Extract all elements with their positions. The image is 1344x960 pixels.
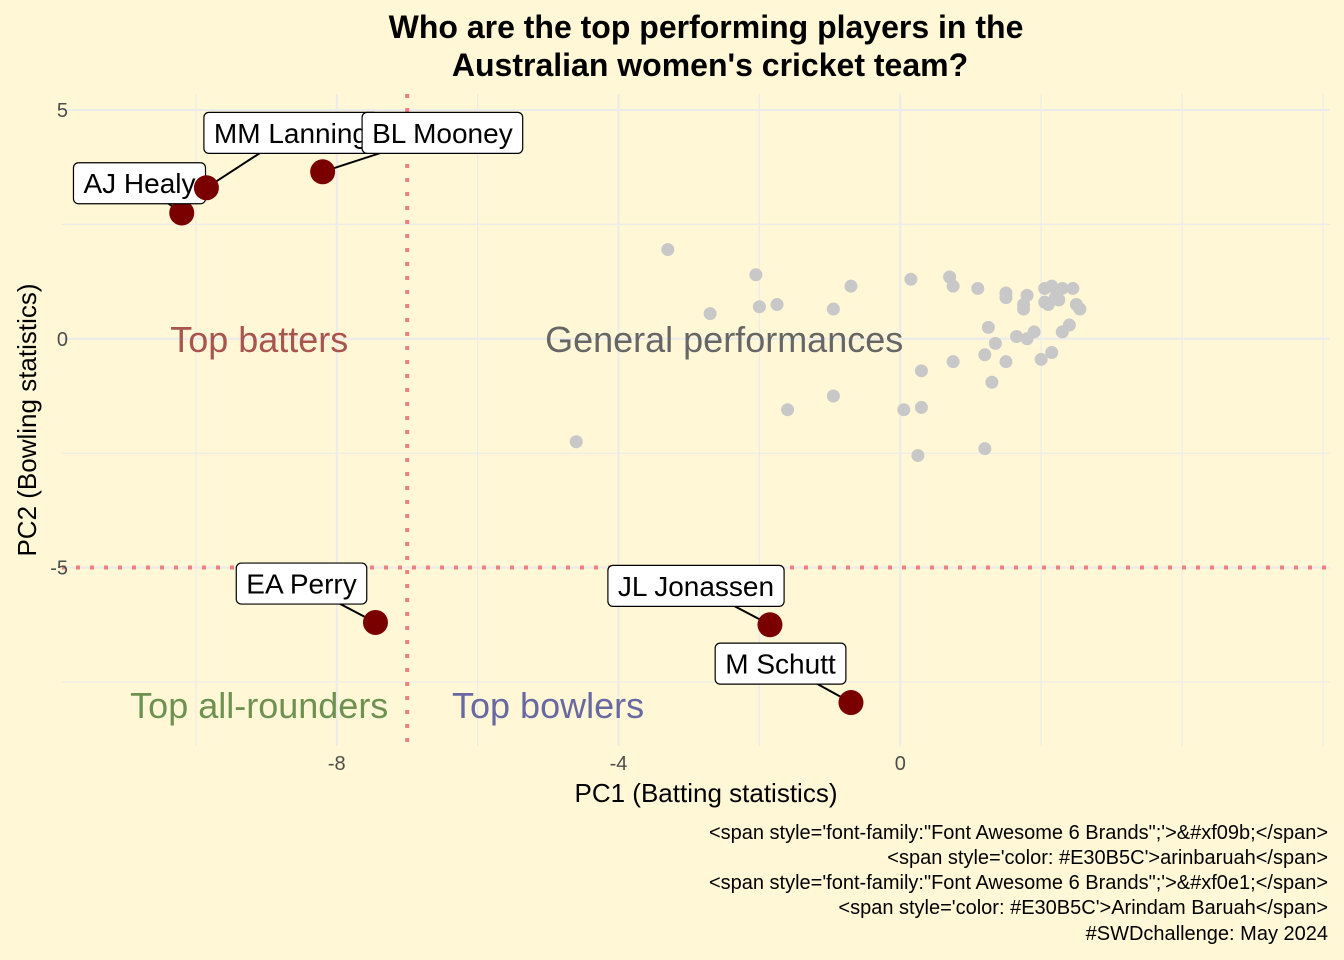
- reference-lines: [62, 94, 1330, 746]
- data-point: [770, 297, 784, 311]
- highlighted-point: [757, 612, 783, 638]
- player-label: M Schutt: [725, 649, 836, 680]
- data-point: [1020, 288, 1034, 302]
- player-label: AJ Healy: [83, 168, 195, 199]
- player-annotation: BL Mooney: [310, 111, 524, 185]
- data-point: [569, 435, 583, 449]
- x-axis-title: PC1 (Batting statistics): [575, 778, 838, 808]
- caption-line-4: <span style='color: #E30B5C'>Arindam Bar…: [838, 897, 1328, 919]
- player-label-box: [714, 642, 847, 685]
- quadrant-labels: Top batters General performances Top all-r…: [130, 319, 903, 726]
- data-point: [981, 320, 995, 334]
- highlighted-point: [838, 690, 864, 716]
- data-point: [985, 375, 999, 389]
- data-point: [1055, 281, 1069, 295]
- highlighted-point: [193, 175, 219, 201]
- chart-title: Who are the top performing players in th…: [389, 9, 1024, 83]
- player-label-box: [361, 111, 524, 154]
- data-point: [999, 355, 1013, 369]
- y-tick-label: 0: [57, 329, 68, 351]
- player-label: EA Perry: [246, 569, 356, 600]
- player-label: BL Mooney: [372, 118, 513, 149]
- data-point: [946, 279, 960, 293]
- highlighted-point: [362, 609, 388, 635]
- data-point: [781, 403, 795, 417]
- data-point: [1027, 325, 1041, 339]
- data-point: [999, 291, 1013, 305]
- player-label: JL Jonassen: [618, 571, 774, 602]
- data-point: [826, 302, 840, 316]
- data-point: [946, 355, 960, 369]
- data-point: [1045, 279, 1059, 293]
- data-point: [971, 281, 985, 295]
- data-point: [749, 268, 763, 282]
- y-tick-label: -5: [50, 558, 68, 580]
- grid-layer: [62, 94, 1330, 746]
- data-point: [914, 400, 928, 414]
- caption-line-3: <span style='font-family:"Font Awesome 6…: [709, 872, 1328, 894]
- player-label-box: [235, 562, 368, 605]
- quadrant-label: Top all-rounders: [130, 685, 388, 726]
- data-point: [978, 442, 992, 456]
- highlighted-point: [169, 200, 195, 226]
- caption-line-1: <span style='font-family:"Font Awesome 6…: [709, 822, 1328, 844]
- player-annotation: AJ Healy: [72, 162, 207, 226]
- data-point: [1010, 329, 1024, 343]
- data-point: [904, 272, 918, 286]
- player-label-box: [607, 564, 785, 607]
- data-point: [1073, 302, 1087, 316]
- caption-line-2: <span style='color: #E30B5C'>arinbaruah<…: [887, 847, 1328, 869]
- data-point: [988, 336, 1002, 350]
- data-point: [897, 403, 911, 417]
- chart-title-line-2: Australian women's cricket team?: [452, 47, 968, 83]
- chart-title-line-1: Who are the top performing players in th…: [389, 9, 1024, 45]
- player-annotation: JL Jonassen: [607, 564, 785, 638]
- data-point: [1062, 318, 1076, 332]
- data-point: [844, 279, 858, 293]
- data-point: [1066, 281, 1080, 295]
- data-point: [1052, 293, 1066, 307]
- x-tick-label: 0: [895, 753, 906, 775]
- player-annotation: M Schutt: [714, 642, 864, 716]
- data-point: [703, 307, 717, 321]
- data-point: [1034, 352, 1048, 366]
- data-point: [661, 243, 675, 257]
- caption: <span style='font-family:"Font Awesome 6…: [709, 822, 1328, 945]
- data-point: [826, 389, 840, 403]
- player-label: MM Lanning: [214, 118, 368, 149]
- x-tick-label: -4: [610, 753, 628, 775]
- y-axis-title: PC2 (Bowling statistics): [12, 283, 42, 556]
- player-annotation: MM Lanning: [193, 111, 379, 201]
- tick-labels: -8 -4 0 5 0 -5: [50, 100, 906, 775]
- data-point: [978, 348, 992, 362]
- data-point: [1045, 346, 1059, 360]
- x-tick-label: -8: [328, 753, 346, 775]
- other-points: [569, 243, 1087, 462]
- highlighted-players: AJ Healy MM Lanning BL Mooney EA Perry JL Jo…: [72, 111, 864, 716]
- quadrant-label: General performances: [545, 319, 903, 360]
- data-point: [752, 300, 766, 314]
- y-tick-label: 5: [57, 100, 68, 122]
- player-annotation: EA Perry: [235, 562, 388, 635]
- quadrant-label: Top bowlers: [452, 685, 644, 726]
- caption-line-5: #SWDchallenge: May 2024: [1086, 923, 1328, 945]
- data-point: [911, 448, 925, 462]
- data-point: [914, 364, 928, 378]
- quadrant-label: Top batters: [170, 319, 348, 360]
- highlighted-point: [310, 159, 336, 185]
